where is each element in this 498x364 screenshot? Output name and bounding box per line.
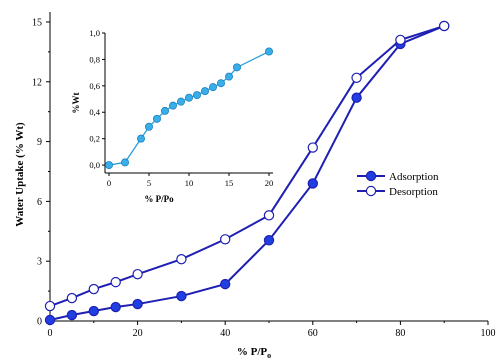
inset-y-tick-label: 1,0 [89,28,100,38]
inset-series-point [144,122,153,131]
y-tick-label: 6 [37,197,42,208]
y-tick-label: 9 [37,137,42,148]
x-tick-label: 20 [133,328,143,339]
inset-series-point [136,134,145,143]
legend-desorption-label: Desorption [389,186,438,198]
x-axis-title-main: % P/P [237,346,268,358]
legend-adsorption-marker [365,170,377,182]
desorption-point [132,268,143,280]
x-tick-label: 100 [481,328,496,339]
desorption-point [219,234,231,245]
inset-y-axis-title: %Wt [71,93,81,114]
x-tick-label: 0 [48,328,53,339]
inset-series-point [184,93,193,102]
x-axis-title-subscript: o [267,351,271,360]
desorption-point [351,72,362,83]
inset-x-tick-label: 15 [225,178,234,188]
inset-series-point [176,97,185,106]
adsorption-point [66,309,78,321]
desorption-point [439,20,450,32]
inset-series-point [232,63,241,72]
adsorption-point [44,314,56,326]
inset-x-axis-title: % P/Po [144,194,174,204]
inset-series-point [105,161,114,170]
desorption-point [88,283,100,295]
inset-y-tick-label: 0,6 [89,81,100,91]
adsorption-point [132,298,143,310]
adsorption-point [110,301,121,313]
desorption-point [44,300,56,312]
inset-y-tick-label: 0,2 [89,134,100,144]
desorption-point [66,292,78,304]
inset-series-point [264,47,273,56]
inset-y-tick-label: 0,0 [89,160,100,170]
inset-plot: 0 5 10 15 20 0,0 0,2 0,4 0,6 0,8 1,0 % P/Po %Wt [71,28,273,204]
x-axis-title: % P/Po [237,346,271,360]
y-tick-label: 0 [37,317,42,328]
inset-y-tick-label: 0,4 [89,107,100,117]
inset-y-tick-label: 0,8 [89,54,100,64]
inset-series-point [121,158,130,167]
inset-series-line [108,50,270,166]
inset-series-point [152,114,161,123]
inset-series-point [224,72,233,81]
y-tick-label: 12 [32,77,42,88]
adsorption-point [88,305,100,317]
adsorption-point [219,278,231,290]
inset-series-point [192,91,201,100]
inset-series-point [160,106,169,115]
y-tick-label: 15 [32,17,42,28]
x-tick-label: 60 [308,328,318,339]
inset-series-point [216,79,225,88]
desorption-point [110,276,121,288]
inset-series-point [208,83,217,92]
adsorption-point [307,178,318,189]
desorption-point [176,254,187,265]
legend-adsorption-label: Adsorption [389,171,439,183]
y-tick-label: 3 [37,257,42,268]
inset-x-tick-label: 20 [265,178,274,188]
inset-series-point [168,101,177,110]
inset-x-tick-label: 0 [107,178,111,188]
y-axis-title: Water Uptake (% Wt) [14,122,26,227]
adsorption-point [351,92,362,103]
adsorption-point [176,290,187,302]
x-tick-label: 80 [395,328,405,339]
desorption-point [307,142,318,153]
adsorption-point [263,235,275,246]
desorption-point [395,34,406,46]
inset-x-tick-label: 5 [147,178,151,188]
desorption-point [263,210,275,221]
legend-desorption-marker [365,185,377,197]
inset-x-tick-label: 10 [185,178,194,188]
x-tick-label: 40 [220,328,230,339]
legend: Adsorption Desorption [357,170,439,198]
inset-series-point [200,87,209,96]
